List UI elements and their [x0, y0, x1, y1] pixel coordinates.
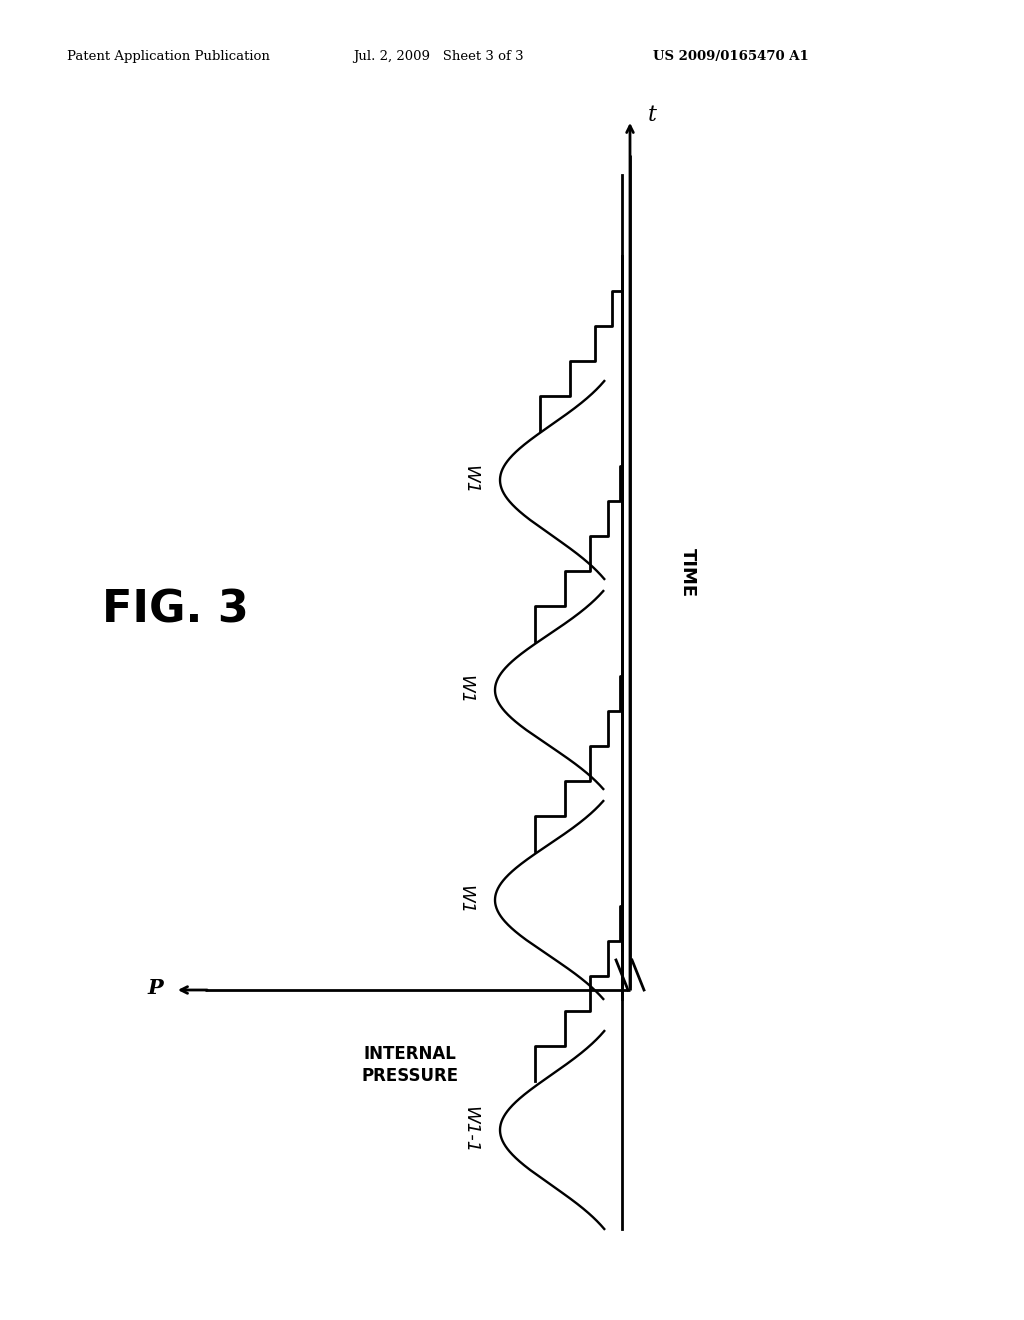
- Text: W1: W1: [456, 886, 474, 915]
- Text: W1: W1: [461, 466, 479, 495]
- Text: INTERNAL
PRESSURE: INTERNAL PRESSURE: [361, 1045, 459, 1085]
- Text: FIG. 3: FIG. 3: [101, 589, 249, 631]
- Text: P: P: [147, 978, 163, 998]
- Text: W1-1: W1-1: [461, 1106, 479, 1154]
- Text: Patent Application Publication: Patent Application Publication: [67, 50, 269, 63]
- Text: Jul. 2, 2009   Sheet 3 of 3: Jul. 2, 2009 Sheet 3 of 3: [353, 50, 524, 63]
- Text: TIME: TIME: [679, 548, 697, 597]
- Text: t: t: [648, 104, 657, 125]
- Text: US 2009/0165470 A1: US 2009/0165470 A1: [653, 50, 809, 63]
- Text: W1: W1: [456, 676, 474, 705]
